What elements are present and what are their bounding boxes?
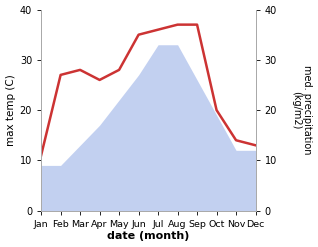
Y-axis label: med. precipitation
(kg/m2): med. precipitation (kg/m2)	[291, 65, 313, 155]
Y-axis label: max temp (C): max temp (C)	[5, 74, 16, 146]
X-axis label: date (month): date (month)	[107, 231, 190, 242]
